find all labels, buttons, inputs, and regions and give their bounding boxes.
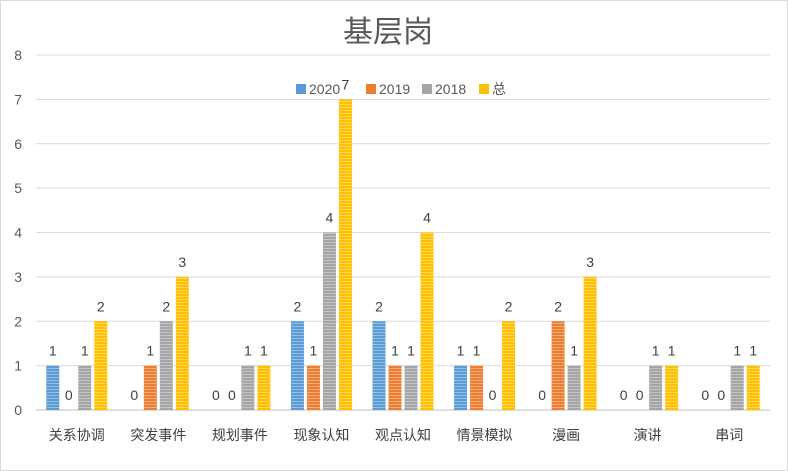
bar-texture (159, 321, 173, 410)
bars (46, 99, 760, 410)
data-label: 2 (505, 298, 513, 314)
data-label: 1 (244, 343, 252, 359)
data-label: 0 (130, 387, 138, 403)
x-category-label: 关系协调 (49, 428, 105, 444)
legend: 2020 2019 2018 总 (296, 81, 506, 97)
data-label: 1 (310, 343, 318, 359)
data-label: 2 (554, 298, 562, 314)
data-label: 2 (294, 298, 302, 314)
y-tick-label: 7 (14, 91, 22, 107)
legend-label: 2019 (379, 81, 410, 97)
data-label: 0 (538, 387, 546, 403)
bar-texture (567, 365, 581, 410)
bar-texture (143, 365, 157, 410)
y-axis-ticks: 0 1 2 3 4 5 6 7 8 (14, 47, 22, 418)
data-label: 0 (717, 387, 725, 403)
data-label: 4 (326, 210, 334, 226)
data-label: 1 (146, 343, 154, 359)
legend-label: 2020 (309, 81, 340, 97)
gridlines (36, 54, 770, 411)
data-label: 1 (260, 343, 268, 359)
x-category-label: 串词 (715, 428, 743, 444)
data-label: 1 (570, 343, 578, 359)
x-category-label: 规划事件 (212, 428, 268, 444)
y-tick-label: 4 (14, 225, 22, 241)
bar-texture (257, 365, 271, 410)
y-tick-label: 8 (14, 47, 22, 63)
legend-swatch (422, 84, 432, 94)
data-label: 1 (81, 343, 89, 359)
bar-texture (502, 321, 516, 410)
data-label: 1 (668, 343, 676, 359)
x-category-label: 演讲 (634, 428, 662, 444)
bar-texture (470, 365, 484, 410)
bar-texture (454, 365, 468, 410)
x-axis-categories: 关系协调 突发事件 规划事件 现象认知 观点认知 情景模拟 漫画 演讲 串词 (49, 427, 743, 444)
y-tick-label: 1 (14, 358, 22, 374)
data-label: 1 (473, 343, 481, 359)
bar-texture (730, 365, 744, 410)
bar-texture (290, 321, 304, 410)
bar-texture (175, 276, 189, 410)
bar-texture (649, 365, 663, 410)
data-label: 0 (489, 387, 497, 403)
y-tick-label: 6 (14, 136, 22, 152)
data-label: 0 (228, 387, 236, 403)
data-label: 3 (586, 254, 594, 270)
data-label: 2 (97, 298, 105, 314)
y-tick-label: 0 (14, 402, 22, 418)
bar-texture (241, 365, 255, 410)
bar-texture (746, 365, 760, 410)
data-label: 1 (733, 343, 741, 359)
data-label: 1 (407, 343, 415, 359)
legend-label: 2018 (435, 81, 466, 97)
y-tick-label: 3 (14, 269, 22, 285)
data-label: 1 (652, 343, 660, 359)
data-label: 1 (457, 343, 465, 359)
data-label: 0 (620, 387, 628, 403)
data-label: 7 (342, 76, 350, 92)
data-label: 4 (423, 210, 431, 226)
data-label: 1 (49, 343, 57, 359)
bar-texture (322, 232, 336, 410)
x-category-label: 情景模拟 (457, 428, 513, 444)
x-category-label: 观点认知 (375, 427, 431, 444)
bar-texture (338, 99, 352, 410)
data-label: 1 (391, 343, 399, 359)
chart-title: 基层岗 (343, 15, 433, 50)
x-category-label: 漫画 (552, 428, 580, 444)
data-label: 0 (636, 387, 644, 403)
data-label: 0 (212, 387, 220, 403)
bar-texture (420, 232, 434, 410)
x-category-label: 现象认知 (293, 427, 349, 444)
y-tick-label: 2 (14, 313, 22, 329)
bar-texture (78, 365, 92, 410)
bar-texture (551, 321, 565, 410)
bar-texture (665, 365, 679, 410)
legend-label: 总 (492, 81, 506, 97)
data-label: 2 (375, 298, 383, 314)
y-tick-label: 5 (14, 180, 22, 196)
bar-texture (583, 276, 597, 410)
data-label: 0 (65, 387, 73, 403)
x-category-label: 突发事件 (130, 428, 186, 444)
bar-texture (46, 365, 60, 410)
data-label: 1 (749, 343, 757, 359)
bar-texture (404, 365, 418, 410)
bar-texture (94, 321, 108, 410)
bar-texture (306, 365, 320, 410)
legend-swatch (296, 84, 306, 94)
bar-texture (372, 321, 386, 410)
data-label: 0 (701, 387, 709, 403)
data-label: 2 (162, 298, 170, 314)
bar-texture (388, 365, 402, 410)
legend-swatch (479, 84, 489, 94)
legend-swatch (366, 84, 376, 94)
data-label: 3 (178, 254, 186, 270)
